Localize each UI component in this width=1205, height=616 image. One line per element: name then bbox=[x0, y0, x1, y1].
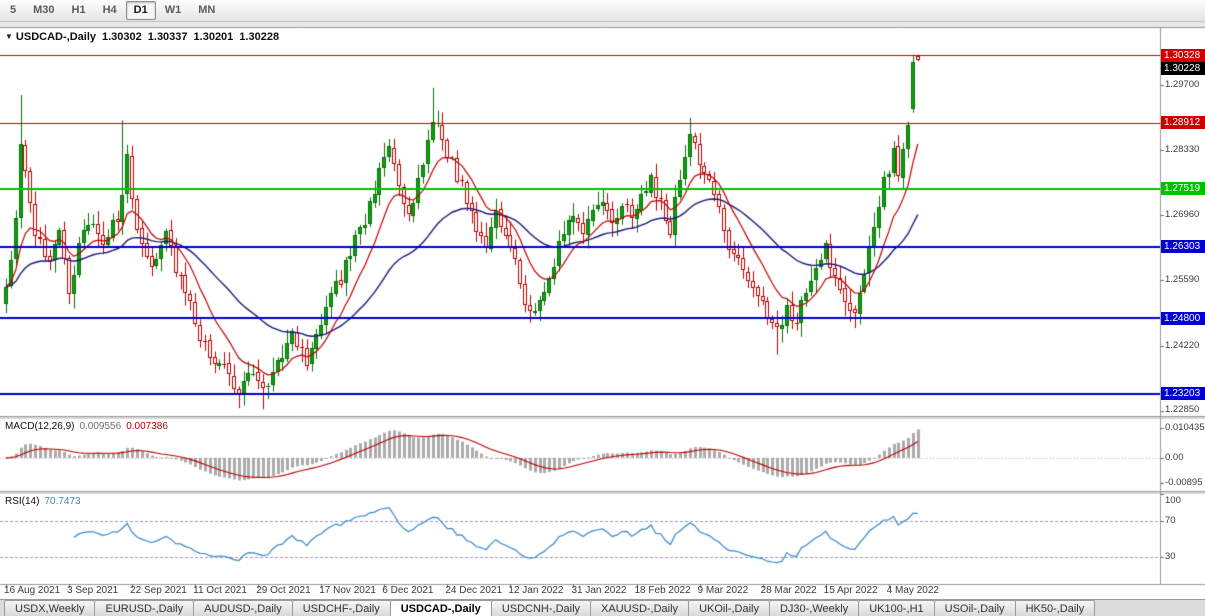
chart-title: ▼ USDCAD-,Daily 1.30302 1.30337 1.30201 1.302… bbox=[5, 31, 279, 43]
date-label: 12 Jan 2022 bbox=[508, 585, 564, 596]
timeframe-button-d1[interactable]: D1 bbox=[125, 1, 156, 20]
ohlc-close: 1.30228 bbox=[239, 31, 280, 43]
price-axis-tick: 1.22850 bbox=[1165, 404, 1200, 415]
ohlc-high: 1.30337 bbox=[147, 31, 188, 43]
hline-price-label: 1.30328 bbox=[1161, 48, 1205, 62]
timeframe-button-w1[interactable]: W1 bbox=[164, 4, 182, 16]
chart-tab-uk100-h1[interactable]: UK100-,H1 bbox=[858, 600, 935, 616]
date-label: 28 Mar 2022 bbox=[760, 585, 817, 596]
macd-axis-tick: -0.00895 bbox=[1165, 477, 1203, 489]
chart-tab-xauusd-daily[interactable]: XAUUSD-,Daily bbox=[590, 600, 690, 616]
rsi-indicator-label: RSI(14) 70.7473 bbox=[5, 496, 81, 507]
timeframe-button-m30[interactable]: M30 bbox=[33, 4, 55, 16]
chart-tab-usoil-daily[interactable]: USOil-,Daily bbox=[933, 600, 1016, 616]
chart-tab-audusd-daily[interactable]: AUDUSD-,Daily bbox=[193, 600, 293, 616]
date-label: 29 Oct 2021 bbox=[256, 585, 311, 596]
macd-value-main: 0.009556 bbox=[79, 421, 122, 432]
hline-price-label: 1.26303 bbox=[1161, 240, 1205, 254]
price-axis-tick: 1.24220 bbox=[1165, 339, 1200, 351]
date-label: 11 Oct 2021 bbox=[193, 585, 247, 596]
chart-tab-dj30-weekly[interactable]: DJ30-,Weekly bbox=[768, 600, 860, 616]
timeframe-toolbar: 5 M30 H1 H4 D1 W1 MN bbox=[0, 0, 1205, 22]
chart-tab-hk50-daily[interactable]: HK50-,Daily bbox=[1014, 600, 1096, 616]
price-scale[interactable]: 1.29700 1.28330 1.26960 1.25590 1.24220 1.228… bbox=[1161, 0, 1205, 616]
chart-tab-eurusd-daily[interactable]: EURUSD-,Daily bbox=[94, 600, 195, 616]
date-label: 16 Aug 2021 bbox=[4, 585, 61, 596]
current-price-label: 1.30228 bbox=[1161, 61, 1205, 75]
chart-tab-ukoil-daily[interactable]: UKOil-,Daily bbox=[688, 600, 770, 616]
date-label: 18 Feb 2022 bbox=[634, 585, 691, 596]
macd-axis-tick: 0.010435 bbox=[1165, 422, 1205, 434]
hline-price-label: 1.27519 bbox=[1161, 182, 1205, 196]
macd-name: MACD(12,26,9) bbox=[5, 421, 75, 432]
chart-tab-usdcad-daily[interactable]: USDCAD-,Daily bbox=[389, 600, 492, 616]
date-label: 17 Nov 2021 bbox=[319, 585, 376, 596]
chart-tab-usdx-weekly[interactable]: USDX,Weekly bbox=[4, 600, 96, 616]
price-axis-tick: 1.29700 bbox=[1165, 79, 1200, 91]
chart-tab-usdchf-daily[interactable]: USDCHF-,Daily bbox=[291, 600, 391, 616]
date-label: 15 Apr 2022 bbox=[823, 585, 878, 596]
date-label: 24 Dec 2021 bbox=[445, 585, 503, 596]
timeframe-button-h4[interactable]: H4 bbox=[102, 4, 117, 16]
symbol-dropdown-icon[interactable]: ▼ bbox=[5, 32, 13, 41]
chart-tabs-bar: USDX,Weekly EURUSD-,Daily AUDUSD-,Daily USD… bbox=[0, 599, 1205, 616]
rsi-axis-tick: 70 bbox=[1165, 515, 1176, 526]
date-label: 31 Jan 2022 bbox=[571, 585, 627, 596]
timeframe-button-5[interactable]: 5 bbox=[10, 4, 17, 16]
price-axis-tick: 1.25590 bbox=[1165, 274, 1200, 286]
date-label: 4 May 2022 bbox=[886, 585, 939, 596]
hline-price-label: 1.28912 bbox=[1161, 116, 1205, 130]
date-label: 22 Sep 2021 bbox=[130, 585, 187, 596]
time-scale[interactable]: 16 Aug 2021 3 Sep 2021 22 Sep 2021 11 Oct 2… bbox=[0, 585, 1160, 599]
date-label: 3 Sep 2021 bbox=[67, 585, 119, 596]
rsi-name: RSI(14) bbox=[5, 496, 40, 507]
macd-indicator-label: MACD(12,26,9) 0.009556 0.007386 bbox=[5, 421, 168, 432]
price-axis-tick: 1.28330 bbox=[1165, 144, 1200, 156]
macd-axis-tick: 0.00 bbox=[1165, 451, 1184, 463]
rsi-axis-tick: 30 bbox=[1165, 551, 1176, 562]
chart-tab-usdcnh-daily[interactable]: USDCNH-,Daily bbox=[490, 600, 592, 616]
hline-price-label: 1.24800 bbox=[1161, 311, 1205, 325]
ohlc-low: 1.30201 bbox=[193, 31, 234, 43]
rsi-value: 70.7473 bbox=[44, 496, 81, 507]
hline-price-label: 1.23203 bbox=[1161, 387, 1205, 401]
ohlc-open: 1.30302 bbox=[102, 31, 142, 43]
rsi-axis-tick: 100 bbox=[1165, 495, 1181, 506]
date-label: 6 Dec 2021 bbox=[382, 585, 434, 596]
timeframe-button-mn[interactable]: MN bbox=[198, 4, 216, 16]
date-label: 9 Mar 2022 bbox=[697, 585, 749, 596]
macd-value-signal: 0.007386 bbox=[126, 421, 168, 432]
price-axis-tick: 1.26960 bbox=[1165, 209, 1200, 221]
timeframe-button-h1[interactable]: H1 bbox=[71, 4, 86, 16]
chart-symbol-label: USDCAD-,Daily bbox=[15, 31, 96, 43]
